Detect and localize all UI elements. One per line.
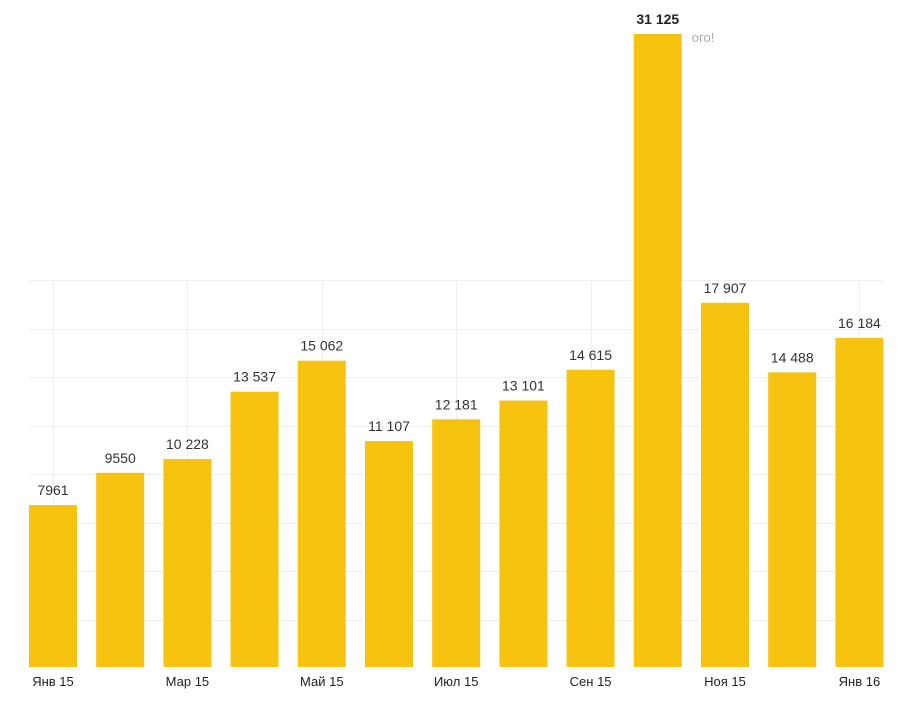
bar[interactable] xyxy=(163,459,212,667)
data-label: 31 125 xyxy=(636,11,679,27)
bar[interactable] xyxy=(499,400,548,667)
data-label: 7961 xyxy=(37,482,68,498)
data-label: 9550 xyxy=(105,450,136,466)
bar[interactable] xyxy=(835,337,884,667)
bar[interactable] xyxy=(365,441,413,667)
data-label: 15 062 xyxy=(300,338,343,354)
bar[interactable] xyxy=(701,302,749,667)
bar[interactable] xyxy=(230,391,279,667)
data-label: 17 907 xyxy=(704,280,747,296)
bar[interactable] xyxy=(432,419,481,667)
value-labels-group: 7961 9550 10 228 13 537 15 062 11 107 12 181 13… xyxy=(37,11,881,498)
x-tick-label: Янв 16 xyxy=(839,674,881,689)
data-label: 12 181 xyxy=(435,396,478,412)
bar[interactable] xyxy=(297,360,346,667)
x-tick-label: Янв 15 xyxy=(32,674,74,689)
x-axis-ticks: Янв 15 Мар 15 Май 15 Июл 15 Сен 15 Ноя 15 Янв … xyxy=(32,674,880,689)
bar[interactable] xyxy=(768,372,817,667)
data-label: 13 101 xyxy=(502,378,545,394)
x-tick-label: Май 15 xyxy=(300,674,344,689)
bar[interactable] xyxy=(633,34,682,667)
x-tick-label: Мар 15 xyxy=(166,674,210,689)
data-label: 14 488 xyxy=(771,349,814,365)
bar[interactable] xyxy=(566,369,615,667)
x-tick-label: Сен 15 xyxy=(570,674,612,689)
bars-group xyxy=(29,34,884,667)
data-label: 13 537 xyxy=(233,369,276,385)
bar[interactable] xyxy=(29,505,77,667)
x-tick-label: Ноя 15 xyxy=(704,674,746,689)
x-tick-label: Июл 15 xyxy=(434,674,478,689)
data-label: 16 184 xyxy=(838,315,881,331)
data-label: 11 107 xyxy=(368,418,410,434)
annotation-label: ого! xyxy=(692,30,715,45)
data-label: 10 228 xyxy=(166,436,209,452)
data-label: 14 615 xyxy=(569,347,612,363)
bar[interactable] xyxy=(96,472,145,667)
annotations-group: ого! xyxy=(692,30,715,45)
